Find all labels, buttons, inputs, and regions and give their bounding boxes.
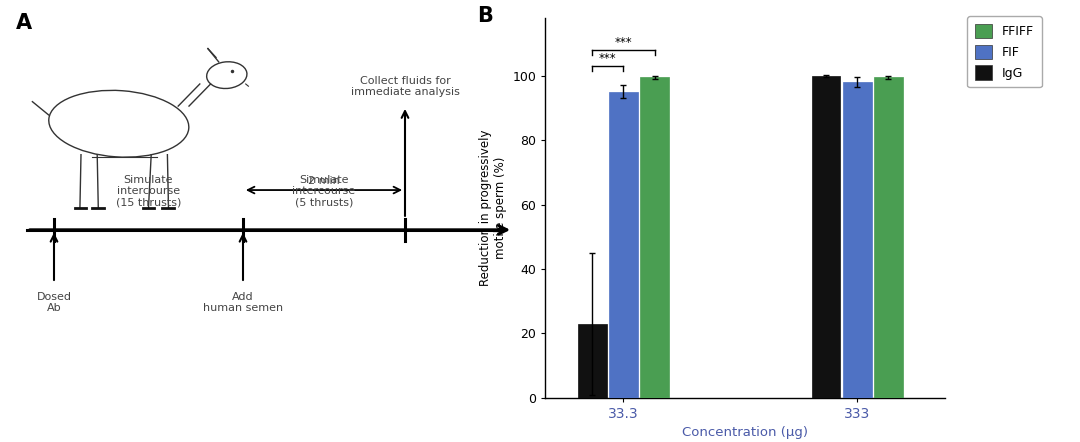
Text: Add
human semen: Add human semen (203, 292, 283, 313)
X-axis label: Concentration (μg): Concentration (μg) (683, 427, 808, 439)
Bar (842, 82, 872, 398)
Bar (640, 77, 669, 398)
Bar (578, 324, 607, 398)
Bar (874, 77, 903, 398)
Text: Dosed
Ab: Dosed Ab (37, 292, 71, 313)
Text: 2 min: 2 min (308, 175, 340, 186)
Text: Collect fluids for
immediate analysis: Collect fluids for immediate analysis (351, 76, 459, 97)
Text: Simulate
intercourse
(5 thrusts): Simulate intercourse (5 thrusts) (293, 175, 355, 208)
Text: A: A (16, 13, 32, 33)
Text: ***: *** (599, 52, 617, 65)
Bar (609, 92, 637, 398)
Text: Simulate
intercourse
(15 thrusts): Simulate intercourse (15 thrusts) (116, 175, 181, 208)
Text: ***: *** (615, 36, 632, 49)
Text: B: B (477, 6, 494, 26)
Bar (812, 76, 840, 398)
Y-axis label: Reduction in progressively
motile sperm (%): Reduction in progressively motile sperm … (478, 130, 507, 286)
Legend: FFIFF, FIF, IgG: FFIFF, FIF, IgG (968, 16, 1042, 87)
